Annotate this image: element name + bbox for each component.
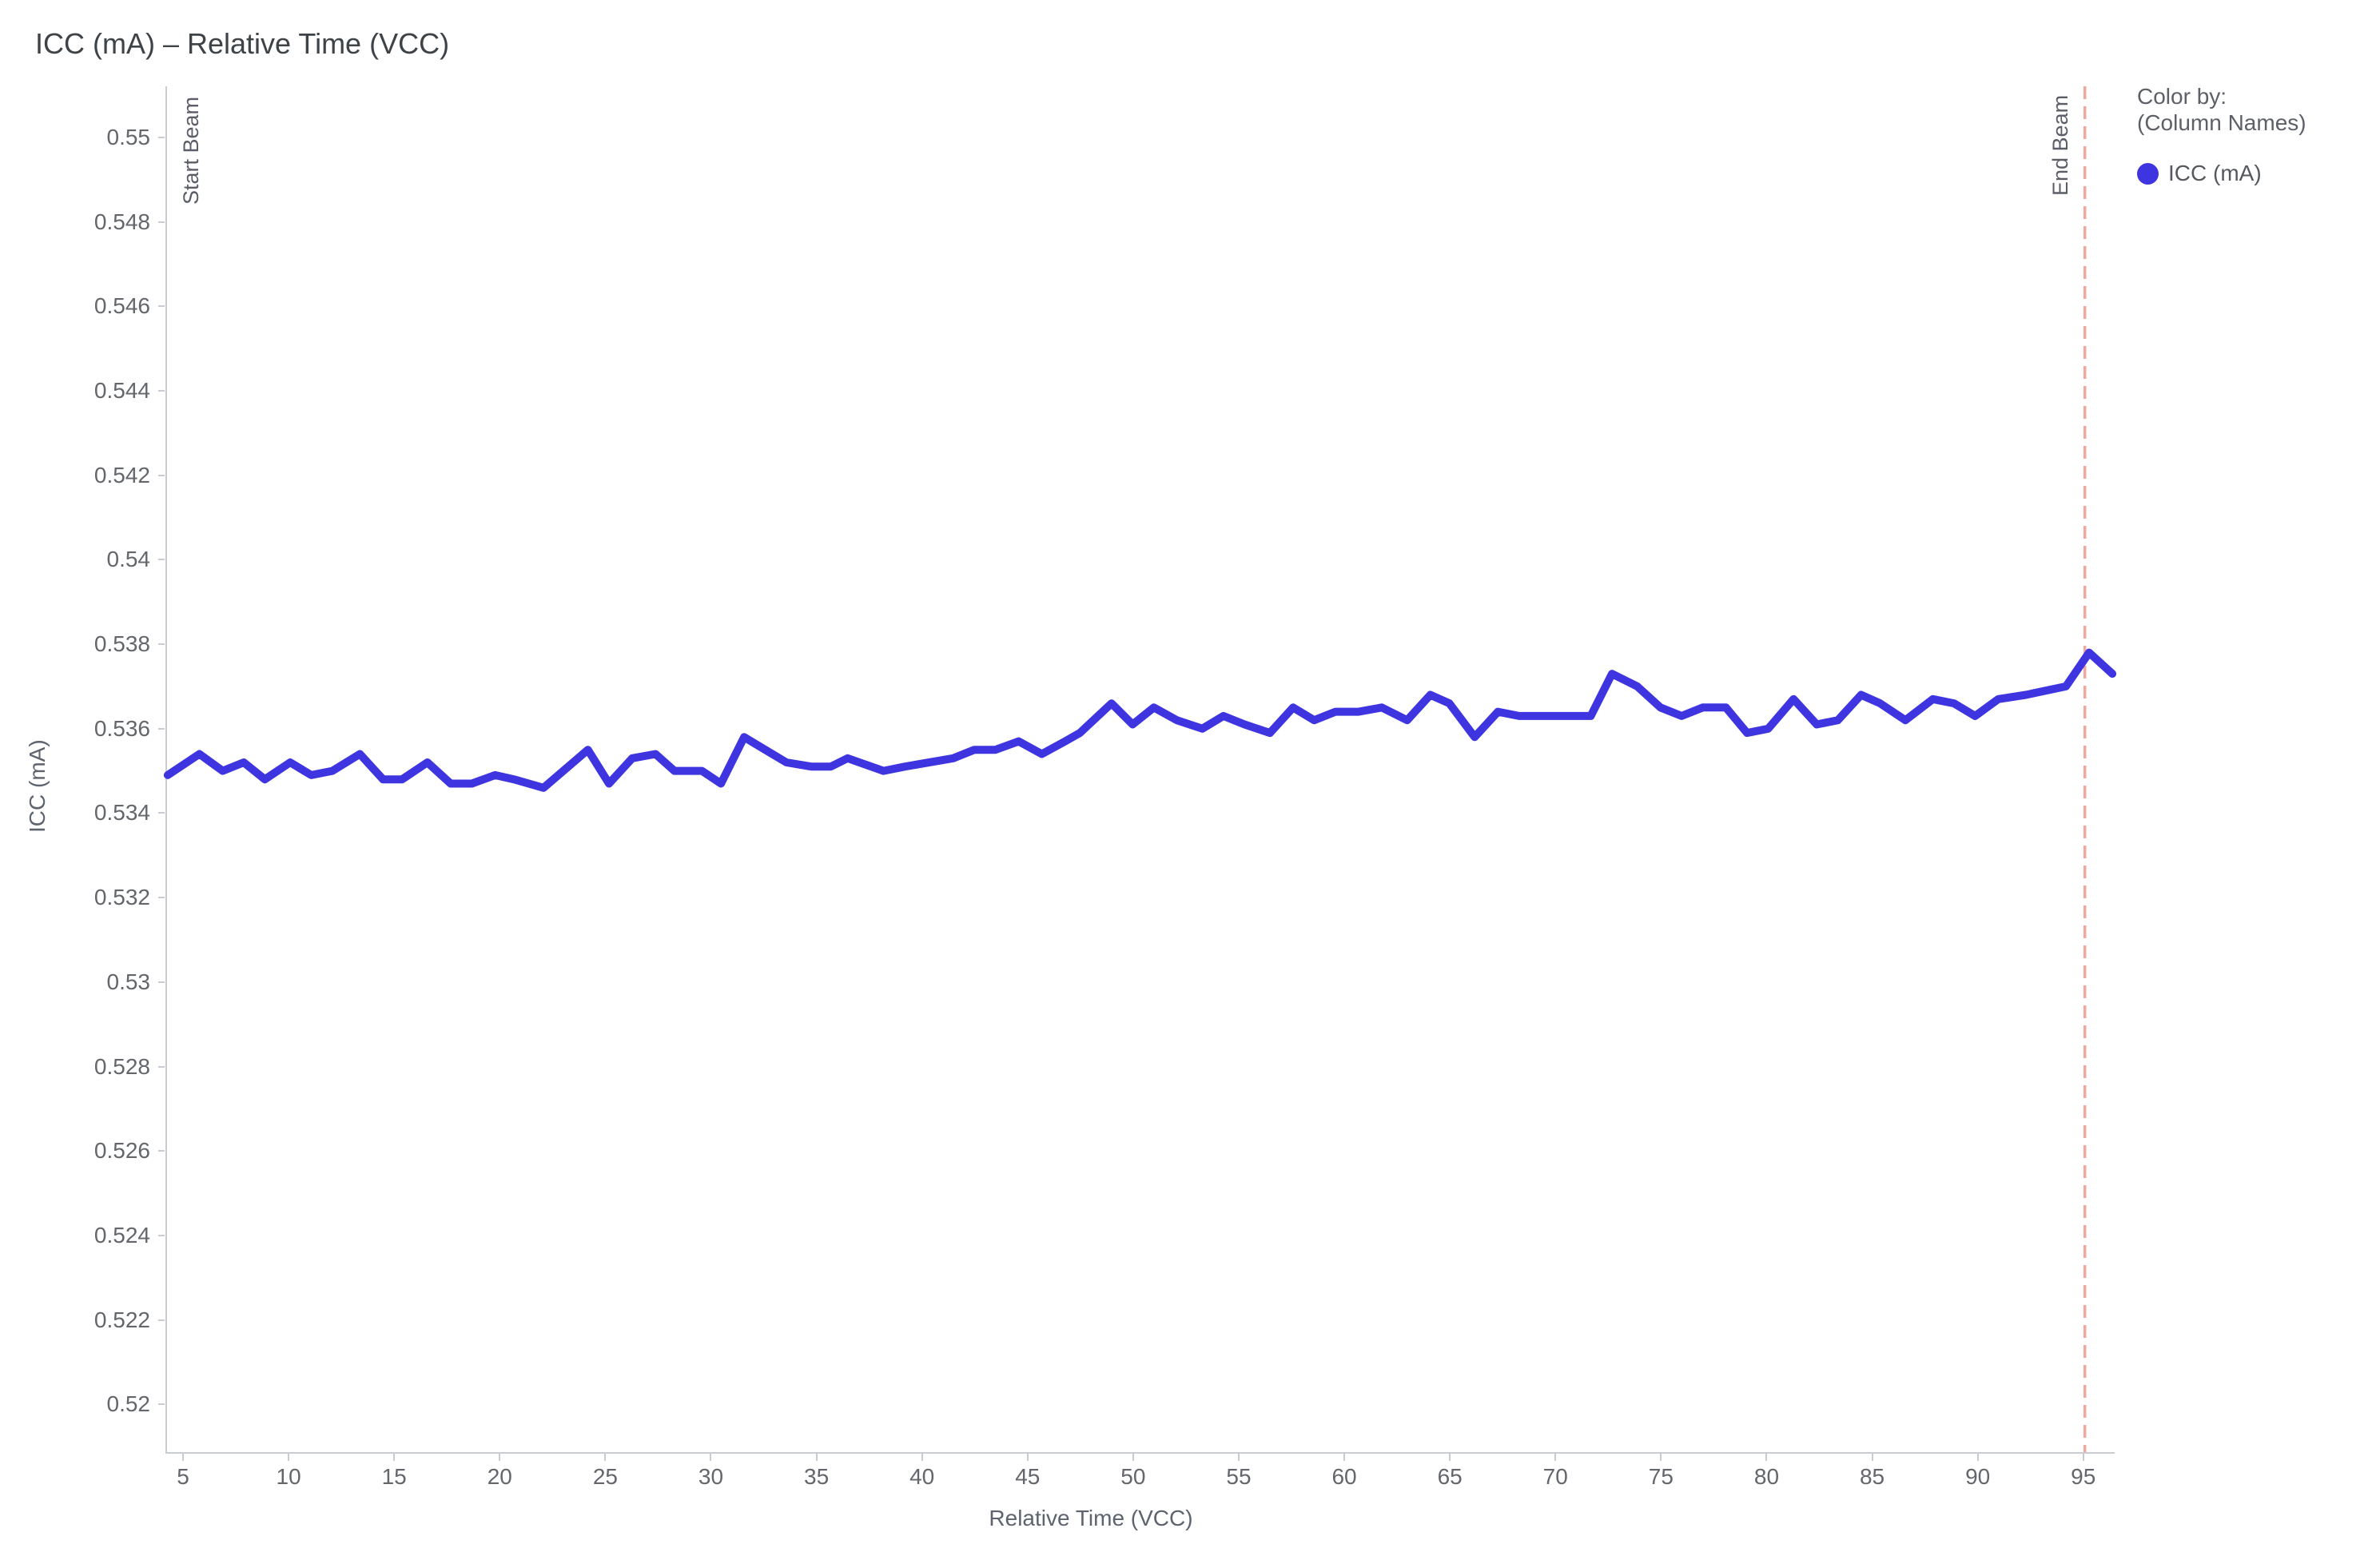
y-tick-mark	[158, 136, 165, 138]
y-tick-mark	[158, 1234, 165, 1236]
x-tick-label: 25	[592, 1464, 618, 1489]
x-tick-mark	[499, 1454, 501, 1461]
x-tick-label: 90	[1965, 1464, 1991, 1489]
legend-item-icc[interactable]: ICC (mA)	[2137, 161, 2369, 186]
y-tick-mark	[158, 812, 165, 814]
x-tick-label: 95	[2071, 1464, 2096, 1489]
x-tick-label: 30	[698, 1464, 724, 1489]
chart-title: ICC (mA) – Relative Time (VCC)	[35, 27, 450, 60]
y-tick-label: 0.534	[94, 800, 150, 826]
y-tick-mark	[158, 305, 165, 308]
y-tick-mark	[158, 727, 165, 730]
y-tick-label: 0.528	[94, 1053, 150, 1079]
y-tick-mark	[158, 1319, 165, 1321]
y-tick-mark	[158, 221, 165, 223]
x-tick-mark	[710, 1454, 712, 1461]
series-plot-svg	[163, 86, 2117, 1452]
x-tick-label: 20	[487, 1464, 512, 1489]
x-tick-mark	[1343, 1454, 1346, 1461]
x-tick-label: 85	[1859, 1464, 1885, 1489]
legend-item-label: ICC (mA)	[2168, 161, 2262, 185]
x-tick-mark	[921, 1454, 923, 1461]
y-tick-label: 0.546	[94, 293, 150, 319]
x-axis-title: Relative Time (VCC)	[989, 1506, 1193, 1530]
x-tick-mark	[604, 1454, 607, 1461]
x-tick-mark	[182, 1454, 184, 1461]
y-tick-mark	[158, 981, 165, 983]
x-tick-mark	[288, 1454, 290, 1461]
x-tick-mark	[1026, 1454, 1029, 1461]
x-tick-mark	[1660, 1454, 1662, 1461]
plot-area[interactable]	[163, 86, 2117, 1454]
y-axis-title: ICC (mA)	[25, 739, 50, 833]
y-tick-label: 0.536	[94, 715, 150, 741]
x-tick-label: 55	[1226, 1464, 1252, 1489]
x-tick-label: 45	[1015, 1464, 1041, 1489]
y-tick-mark	[158, 474, 165, 476]
x-tick-label: 75	[1648, 1464, 1674, 1489]
y-tick-label: 0.532	[94, 885, 150, 910]
series-color-dot-icon	[2137, 162, 2159, 185]
y-tick-label: 0.544	[94, 378, 150, 403]
y-tick-label: 0.542	[94, 462, 150, 488]
x-tick-mark	[1132, 1454, 1134, 1461]
x-tick-mark	[1765, 1454, 1768, 1461]
x-tick-label: 40	[909, 1464, 935, 1489]
y-tick-mark	[158, 643, 165, 646]
x-tick-mark	[393, 1454, 396, 1461]
y-tick-mark	[158, 1150, 165, 1152]
x-tick-label: 65	[1437, 1464, 1463, 1489]
x-tick-label: 60	[1331, 1464, 1357, 1489]
x-tick-mark	[2082, 1454, 2084, 1461]
y-tick-mark	[158, 1403, 165, 1406]
x-tick-label: 5	[177, 1464, 189, 1489]
x-tick-mark	[1871, 1454, 1873, 1461]
y-tick-label: 0.522	[94, 1307, 150, 1332]
x-tick-label: 10	[276, 1464, 301, 1489]
x-tick-label: 80	[1753, 1464, 1780, 1489]
x-tick-label: 35	[804, 1464, 830, 1489]
y-tick-label: 0.538	[94, 631, 150, 657]
x-tick-mark	[815, 1454, 818, 1461]
y-tick-label: 0.52	[106, 1391, 151, 1417]
x-tick-mark	[1237, 1454, 1240, 1461]
y-tick-label: 0.54	[106, 547, 151, 572]
y-tick-mark	[158, 559, 165, 561]
y-tick-label: 0.526	[94, 1138, 150, 1164]
x-tick-label: 15	[381, 1464, 407, 1489]
x-tick-label: 70	[1542, 1464, 1568, 1489]
y-tick-mark	[158, 1065, 165, 1068]
x-tick-mark	[1554, 1454, 1557, 1461]
y-tick-label: 0.53	[106, 969, 151, 994]
icc-series-line[interactable]	[163, 648, 2117, 792]
x-tick-label: 50	[1120, 1464, 1146, 1489]
y-tick-label: 0.524	[94, 1222, 150, 1248]
legend-heading: Color by:	[2137, 84, 2227, 109]
legend-panel: Color by: (Column Names) ICC (mA)	[2137, 83, 2369, 186]
x-tick-mark	[1976, 1454, 1979, 1461]
y-tick-mark	[158, 390, 165, 392]
x-tick-mark	[1449, 1454, 1451, 1461]
legend-subheading: (Column Names)	[2137, 110, 2306, 135]
y-tick-mark	[158, 897, 165, 899]
y-tick-label: 0.55	[106, 124, 151, 149]
y-tick-label: 0.548	[94, 209, 150, 234]
